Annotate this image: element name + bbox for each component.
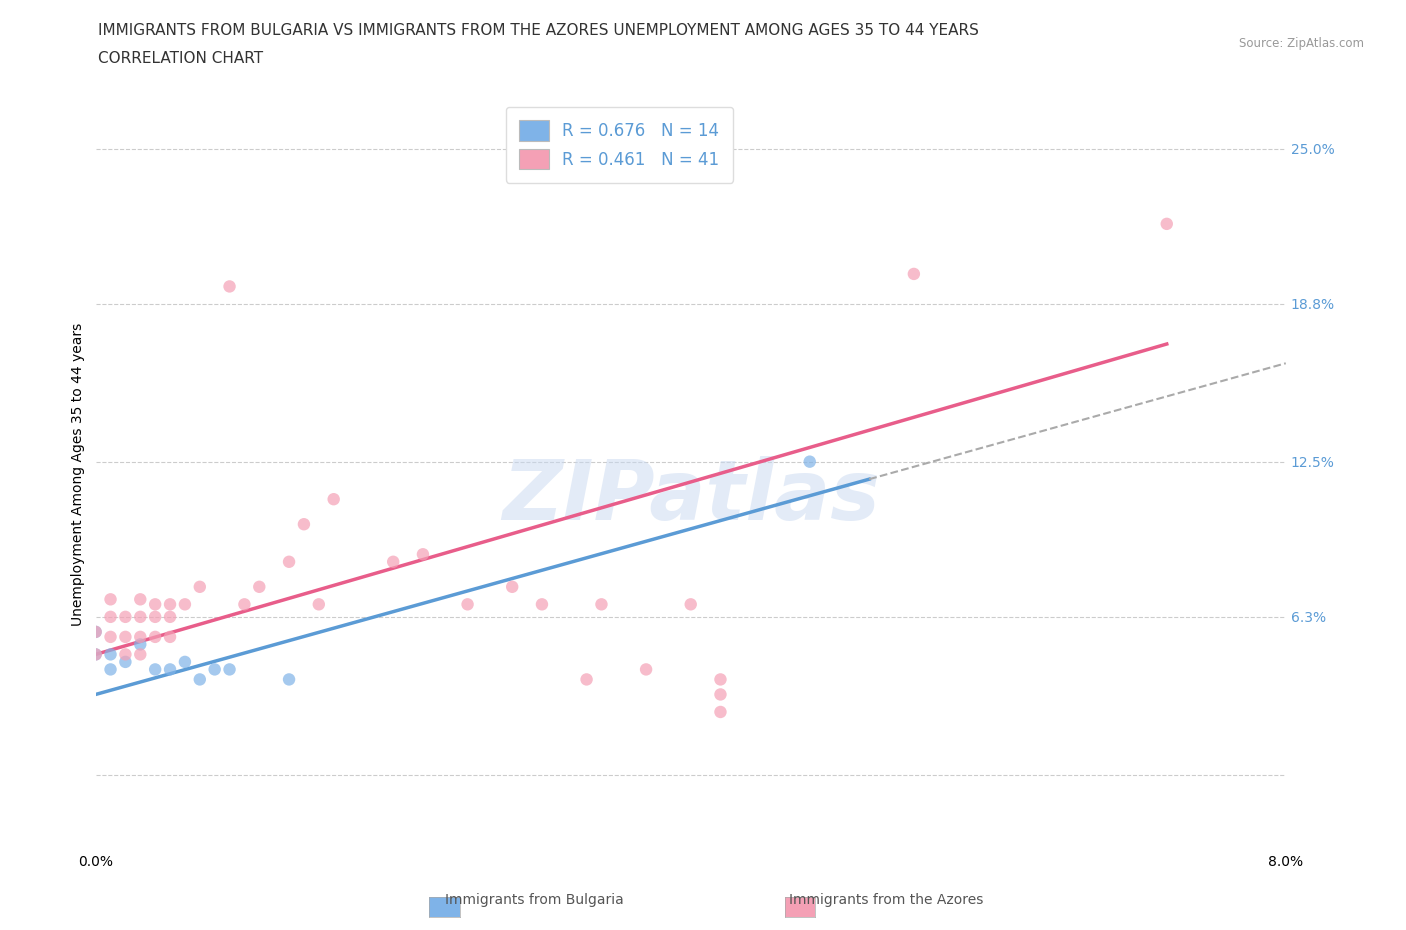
Text: IMMIGRANTS FROM BULGARIA VS IMMIGRANTS FROM THE AZORES UNEMPLOYMENT AMONG AGES 3: IMMIGRANTS FROM BULGARIA VS IMMIGRANTS F…	[98, 23, 980, 38]
Point	[174, 597, 197, 612]
Text: ZIPatlas: ZIPatlas	[502, 457, 880, 538]
Point	[129, 637, 152, 652]
Point	[204, 662, 226, 677]
Point	[322, 492, 344, 507]
Point	[308, 597, 330, 612]
Point	[799, 454, 821, 469]
Point	[1156, 217, 1178, 232]
Point	[100, 591, 122, 606]
Point	[114, 630, 136, 644]
Point	[233, 597, 256, 612]
Point	[100, 630, 122, 644]
Point	[84, 647, 107, 662]
Point	[709, 672, 731, 687]
Point	[114, 655, 136, 670]
Point	[159, 609, 181, 624]
Text: Immigrants from the Azores: Immigrants from the Azores	[789, 893, 983, 907]
Point	[382, 554, 405, 569]
Point	[903, 267, 925, 282]
Text: CORRELATION CHART: CORRELATION CHART	[98, 51, 263, 66]
Point	[143, 630, 166, 644]
Point	[709, 687, 731, 702]
Point	[188, 579, 211, 594]
Point	[129, 609, 152, 624]
Point	[159, 662, 181, 677]
Point	[278, 672, 301, 687]
Point	[159, 630, 181, 644]
Point	[129, 630, 152, 644]
Point	[412, 547, 434, 562]
Point	[247, 579, 270, 594]
Point	[501, 579, 523, 594]
Point	[143, 597, 166, 612]
Point	[84, 624, 107, 639]
Point	[188, 672, 211, 687]
Point	[679, 597, 702, 612]
Point	[129, 647, 152, 662]
Point	[278, 554, 301, 569]
Point	[457, 597, 479, 612]
Y-axis label: Unemployment Among Ages 35 to 44 years: Unemployment Among Ages 35 to 44 years	[72, 323, 86, 626]
Point	[636, 662, 658, 677]
Point	[530, 597, 553, 612]
Point	[591, 597, 613, 612]
Point	[159, 597, 181, 612]
Text: Immigrants from Bulgaria: Immigrants from Bulgaria	[444, 893, 624, 907]
Point	[292, 517, 315, 532]
Point	[114, 647, 136, 662]
Point	[100, 662, 122, 677]
Point	[143, 662, 166, 677]
Point	[100, 609, 122, 624]
Point	[114, 609, 136, 624]
Point	[218, 662, 240, 677]
Legend: R = 0.676   N = 14, R = 0.461   N = 41: R = 0.676 N = 14, R = 0.461 N = 41	[506, 107, 733, 182]
Point	[218, 279, 240, 294]
Point	[143, 609, 166, 624]
Point	[575, 672, 598, 687]
Point	[84, 624, 107, 639]
Point	[709, 705, 731, 720]
Text: Source: ZipAtlas.com: Source: ZipAtlas.com	[1239, 37, 1364, 50]
Point	[174, 655, 197, 670]
Point	[100, 647, 122, 662]
Point	[129, 591, 152, 606]
Point	[84, 647, 107, 662]
